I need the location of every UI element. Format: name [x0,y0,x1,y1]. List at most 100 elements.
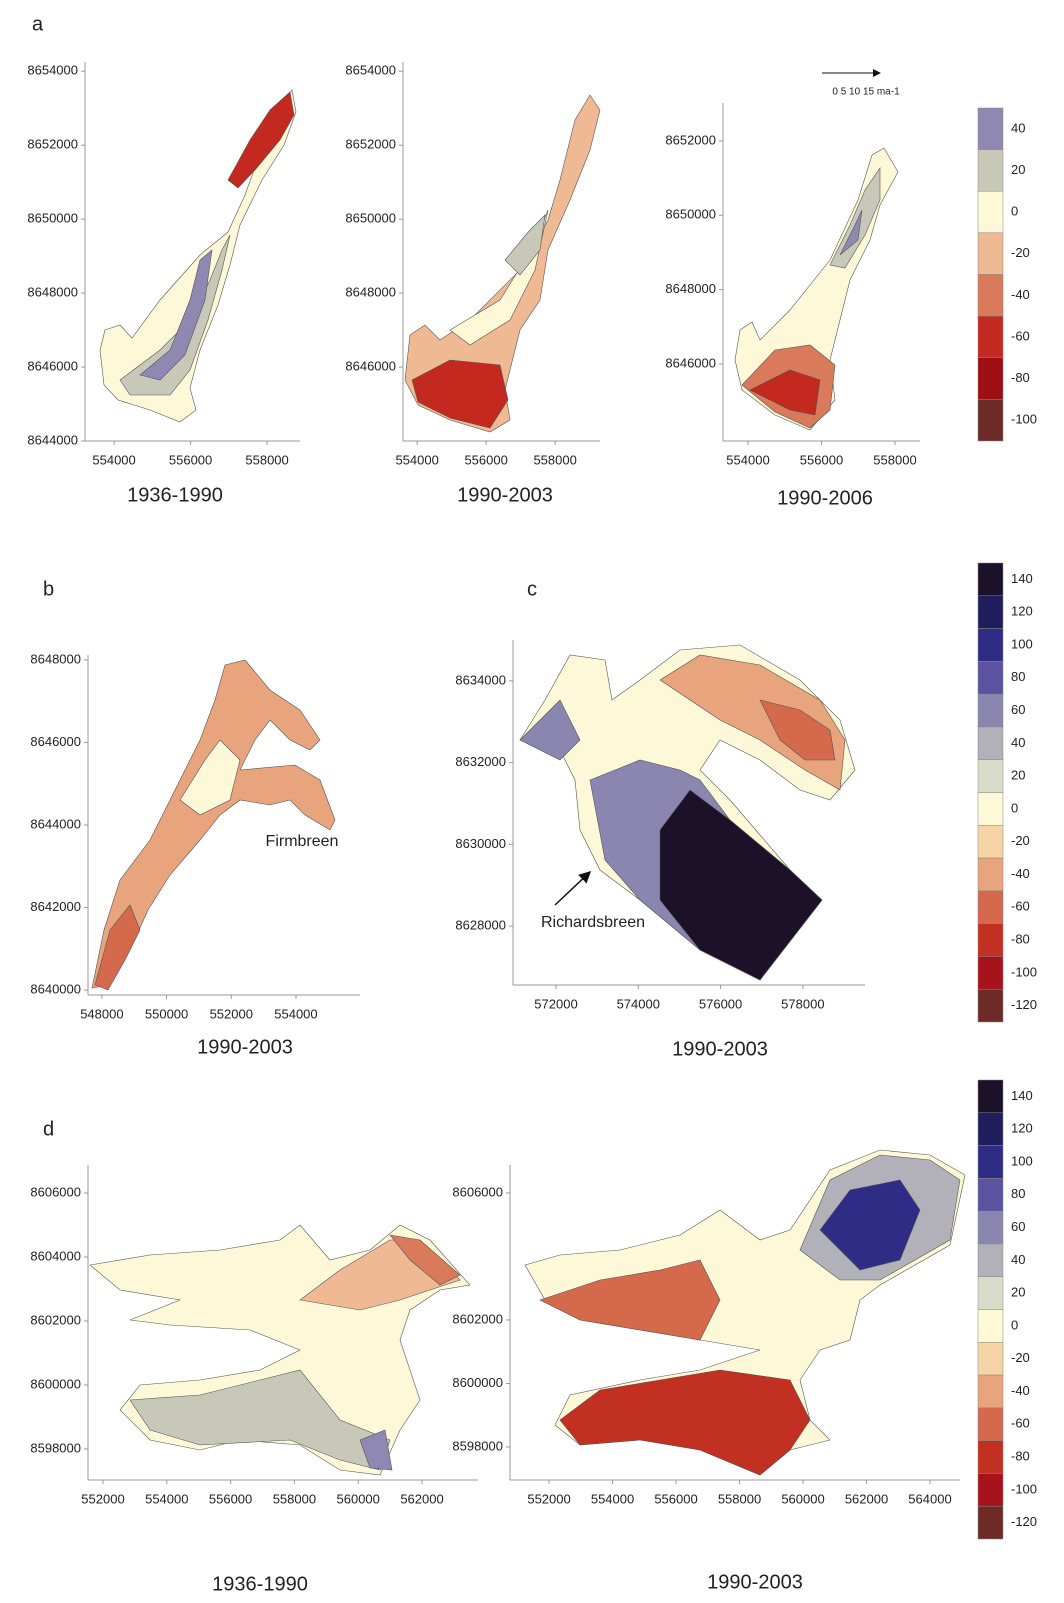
colorbar-label: -80 [1011,1448,1030,1463]
y-tick-label: 8606000 [30,1184,81,1199]
colorbar-label: 80 [1011,669,1025,684]
x-tick-label: 572000 [534,996,577,1011]
map-caption: 1990-2003 [457,484,553,506]
x-tick-label: 552000 [81,1491,124,1506]
x-tick-label: 564000 [908,1491,951,1506]
colorbar-swatch [977,399,1004,442]
x-tick-label: 556000 [654,1491,697,1506]
colorbar-label: -120 [1011,1514,1037,1529]
y-tick-label: 8628000 [455,918,506,933]
colorbar-swatch [977,988,1004,1023]
y-tick-label: 8648000 [27,285,78,300]
x-tick-label: 548000 [80,1006,123,1021]
x-tick-label: 552000 [210,1006,253,1021]
colorbar-label: 0 [1011,204,1018,219]
map-caption: 1990-2003 [707,1571,803,1593]
colorbar-swatch [977,661,1004,695]
panel-label: c [527,578,537,600]
y-tick-label: 8646000 [27,358,78,373]
x-tick-label: 562000 [845,1491,888,1506]
y-tick-label: 8650000 [27,211,78,226]
colorbar-swatch [977,759,1004,793]
colorbar-label: -100 [1011,1481,1037,1496]
y-tick-label: 8646000 [665,355,716,370]
x-tick-label: 554000 [145,1491,188,1506]
colorbar-swatch [977,1112,1004,1146]
y-tick-label: 8650000 [345,211,396,226]
y-tick-label: 8648000 [345,285,396,300]
x-tick-label: 554000 [726,452,769,467]
x-tick-label: 550000 [145,1006,188,1021]
x-tick-label: 576000 [699,996,742,1011]
x-tick-label: 556000 [800,452,843,467]
x-tick-label: 556000 [464,452,507,467]
y-tick-label: 8598000 [452,1438,503,1453]
colorbar-swatch [977,1342,1004,1376]
y-tick-label: 8602000 [452,1311,503,1326]
panel-label: b [43,578,54,600]
map-caption: 1990-2003 [672,1038,768,1060]
colorbar-label: -60 [1011,328,1030,343]
colorbar-swatch [977,1243,1004,1277]
colorbar-swatch [977,693,1004,728]
y-tick-label: 8650000 [665,207,716,222]
y-tick-label: 8652000 [345,137,396,152]
colorbar-swatch [977,956,1004,990]
colorbar-label: 0 [1011,1317,1018,1332]
y-tick-label: 8604000 [30,1248,81,1263]
x-tick-label: 556000 [169,452,212,467]
map-caption: 1990-2006 [777,487,873,509]
colorbar-swatch [977,315,1004,358]
annotation-arrow [554,870,592,906]
x-tick-label: 558000 [718,1491,761,1506]
colorbar-swatch [977,1276,1004,1310]
colorbar-label: -100 [1011,412,1037,427]
colorbar-swatch [977,825,1004,859]
colorbar-label: -40 [1011,287,1030,302]
colorbar-swatch [977,923,1004,957]
colorbar-label: 120 [1011,1121,1033,1136]
colorbar-label: 120 [1011,604,1033,619]
colorbar-label: 140 [1011,571,1033,586]
colorbar-label: 80 [1011,1186,1025,1201]
colorbar-label: 60 [1011,702,1025,717]
y-tick-label: 8646000 [345,358,396,373]
y-tick-label: 8600000 [452,1375,503,1390]
annotation: Firmbreen [266,833,339,850]
colorbar-label: -20 [1011,1350,1030,1365]
y-tick-label: 8646000 [30,734,81,749]
y-tick-label: 8602000 [30,1312,81,1327]
x-tick-label: 558000 [245,452,288,467]
colorbar-swatch [977,191,1004,234]
colorbar-swatch [977,149,1004,192]
x-tick-label: 560000 [781,1491,824,1506]
colorbar-label: -20 [1011,833,1030,848]
scale-label: 0 5 10 15 ma-1 [832,87,900,98]
colorbar-label: 60 [1011,1219,1025,1234]
colorbar-label: -40 [1011,1383,1030,1398]
y-tick-label: 8600000 [30,1376,81,1391]
colorbar-swatch [977,562,1004,597]
y-tick-label: 8654000 [345,63,396,78]
colorbar-label: -80 [1011,931,1030,946]
colorbar-label: -100 [1011,964,1037,979]
colorbar-label: 40 [1011,735,1025,750]
y-tick-label: 8640000 [30,981,81,996]
y-tick-label: 8630000 [455,836,506,851]
y-tick-label: 8652000 [665,132,716,147]
y-tick-label: 8644000 [30,816,81,831]
x-tick-label: 554000 [395,452,438,467]
y-tick-label: 8648000 [665,281,716,296]
x-tick-label: 554000 [274,1006,317,1021]
colorbar-label: 100 [1011,636,1033,651]
map-caption: 1936-1990 [212,1573,308,1595]
colorbar-label: -60 [1011,899,1030,914]
colorbar-swatch [977,1505,1004,1540]
colorbar-label: -60 [1011,1416,1030,1431]
colorbar-label: 40 [1011,1252,1025,1267]
y-tick-label: 8606000 [452,1184,503,1199]
x-tick-label: 558000 [873,452,916,467]
colorbar-swatch [977,628,1004,662]
y-tick-label: 8644000 [27,432,78,447]
